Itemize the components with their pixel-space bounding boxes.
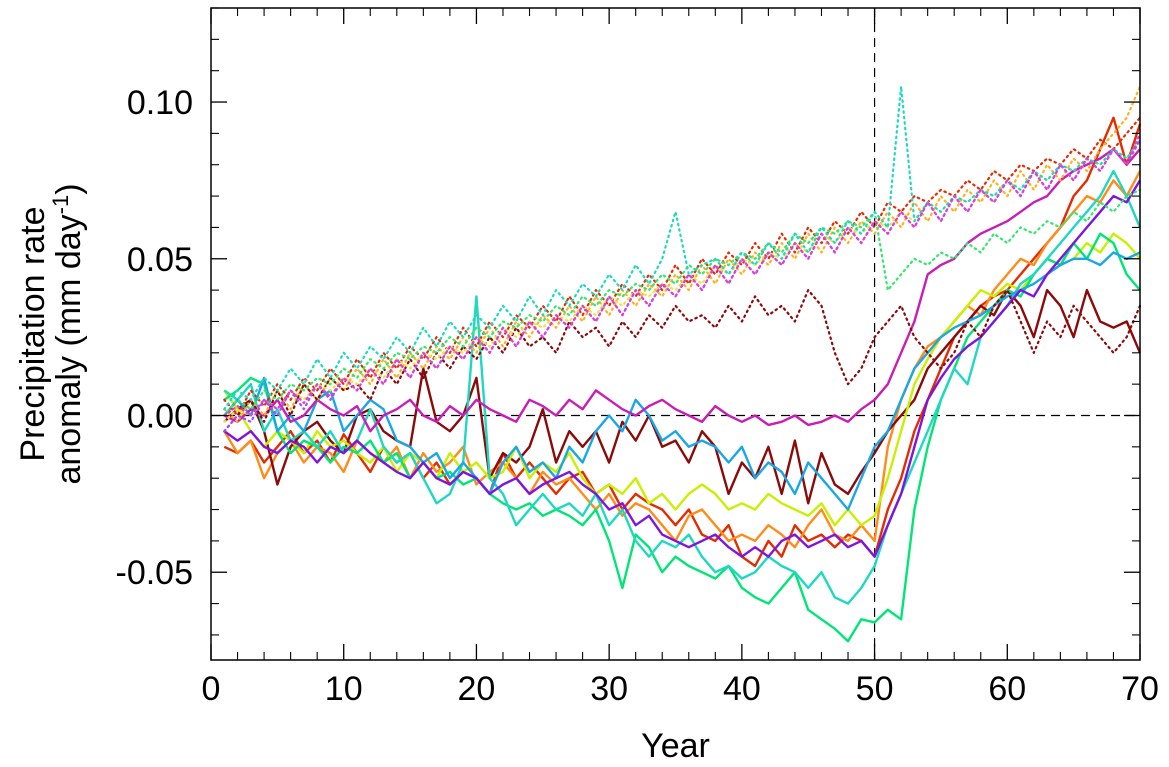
- series-layer: [223, 85, 1142, 643]
- y-axis-label: Precipitation rate anomaly (mm day-1): [14, 183, 88, 484]
- y-axis-label-line2: anomaly (mm day-1): [48, 183, 88, 484]
- x-tick-label: 60: [988, 670, 1026, 708]
- series-line-9: [223, 147, 1141, 433]
- x-tick-label: 10: [325, 670, 363, 708]
- y-tick-label: 0.00: [127, 398, 193, 436]
- x-tick-label: 20: [458, 670, 496, 708]
- series-line-17: [223, 132, 1142, 417]
- y-tick-label: 0.10: [127, 84, 193, 122]
- x-tick-label: 30: [590, 670, 628, 708]
- tick-labels-layer: 0 10 20 30 40 50 60 70 -0.05 0.00 0.05 0.10: [116, 84, 1159, 708]
- y-axis-label-prefix: anomaly (mm day: [50, 214, 88, 484]
- x-tick-label: 70: [1121, 670, 1159, 708]
- x-tick-label: 40: [723, 670, 761, 708]
- x-tick-label: 0: [202, 670, 221, 708]
- series-line-4: [223, 232, 1141, 527]
- series-line-11: [223, 85, 1142, 423]
- series-line-8: [223, 179, 1142, 558]
- series-line-12: [223, 289, 1142, 433]
- x-tick-label: 50: [856, 670, 894, 708]
- y-tick-label: -0.05: [116, 554, 194, 592]
- series-line-15: [223, 85, 1142, 411]
- series-line-5: [223, 232, 1141, 643]
- series-line-6: [223, 169, 1142, 605]
- y-tick-label: 0.05: [127, 241, 193, 279]
- ticks-layer: [210, 7, 1141, 660]
- y-axis-label-suffix: ): [50, 183, 88, 194]
- x-axis-label: Year: [641, 727, 710, 765]
- plot-frame: [210, 7, 1141, 661]
- reference-lines: [211, 8, 1140, 660]
- y-axis-label-superscript: -1: [48, 195, 73, 215]
- y-axis-label-line1: Precipitation rate: [14, 206, 52, 461]
- series-line-7: [223, 251, 1141, 511]
- series-line-14: [223, 188, 1142, 417]
- series-line-3: [223, 288, 1142, 505]
- series-line-10: [223, 116, 1142, 417]
- series-line-2: [223, 170, 1142, 549]
